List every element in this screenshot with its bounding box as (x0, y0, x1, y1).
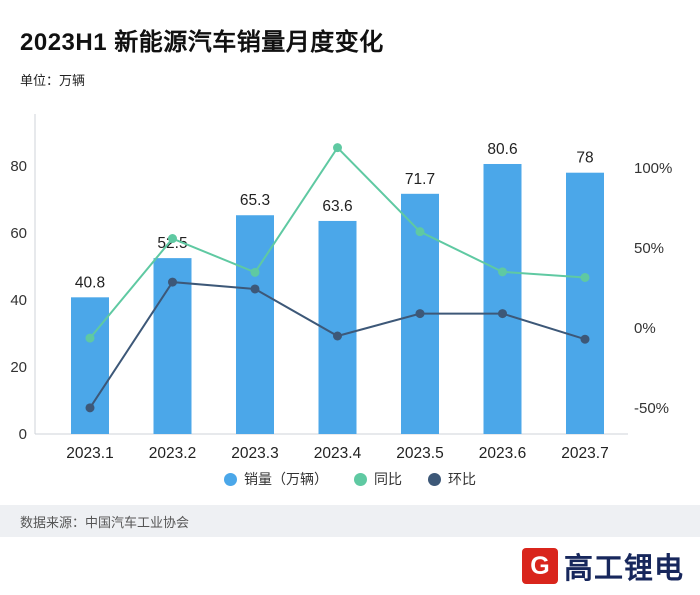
line-point (85, 403, 95, 413)
brand-logo-text: 高工锂电 (563, 553, 684, 585)
x-axis-label: 2023.5 (396, 445, 443, 462)
x-axis-label: 2023.3 (231, 445, 278, 462)
sales-bar (566, 172, 604, 434)
line-point (415, 227, 425, 237)
legend-dot-icon (224, 472, 237, 486)
x-axis-label: 2023.6 (479, 445, 526, 462)
sales-bar (236, 215, 274, 434)
left-axis-tick: 80 (10, 158, 27, 175)
footer-bar: 数据来源：中国汽车工业协会 (0, 505, 700, 537)
x-axis-label: 2023.4 (314, 445, 362, 462)
line-point (498, 309, 507, 319)
line-point (168, 234, 177, 244)
line-point (250, 284, 260, 294)
x-axis-label: 2023.2 (149, 445, 196, 462)
line-point (85, 333, 95, 343)
line-point (415, 309, 425, 319)
bar-value-label: 80.6 (487, 141, 517, 158)
bar-value-label: 40.8 (75, 274, 105, 291)
legend-item: 销量（万辆） (224, 469, 328, 489)
brand-logo: G 高工锂电 (521, 546, 684, 586)
right-axis-tick: 50% (634, 240, 664, 257)
sales-bar (318, 220, 357, 434)
legend-item: 同比 (354, 469, 402, 489)
chart-legend: 销量（万辆） 同比 环比 (0, 466, 700, 492)
bar-value-label: 78 (576, 150, 593, 167)
legend-label: 销量（万辆） (244, 471, 328, 487)
legend-label: 环比 (448, 471, 476, 487)
line-point (498, 267, 507, 277)
brand-logo-icon: G (521, 548, 558, 584)
line-point (250, 267, 260, 277)
page-title: 2023H1 新能源汽车销量月度变化 (20, 29, 384, 56)
right-axis-tick: -50% (634, 400, 669, 417)
legend-dot-icon (354, 472, 367, 486)
line-point (333, 143, 342, 153)
x-axis-label: 2023.1 (66, 445, 113, 462)
right-axis-tick: 0% (634, 320, 656, 337)
left-axis-tick: 60 (10, 225, 27, 242)
line-point (580, 272, 590, 282)
bar-value-label: 63.6 (322, 198, 352, 215)
sales-bar (71, 297, 109, 434)
line-point (580, 334, 590, 344)
line-point (168, 277, 177, 287)
sales-bar (483, 163, 522, 435)
left-axis-tick: 0 (19, 426, 27, 443)
data-source-text: 数据来源：中国汽车工业协会 (20, 514, 190, 530)
legend-dot-icon (428, 472, 441, 486)
right-axis-tick: 100% (634, 160, 672, 177)
line-point (333, 331, 342, 341)
sales-bar (153, 258, 192, 434)
left-axis-tick: 40 (10, 292, 27, 309)
left-axis-tick: 20 (10, 359, 27, 376)
bar-value-label: 65.3 (240, 192, 270, 209)
legend-item: 环比 (428, 469, 476, 489)
unit-label: 单位：万辆 (20, 73, 86, 88)
bar-value-label: 71.7 (405, 171, 435, 188)
x-axis-label: 2023.7 (561, 445, 608, 462)
legend-label: 同比 (374, 471, 402, 487)
